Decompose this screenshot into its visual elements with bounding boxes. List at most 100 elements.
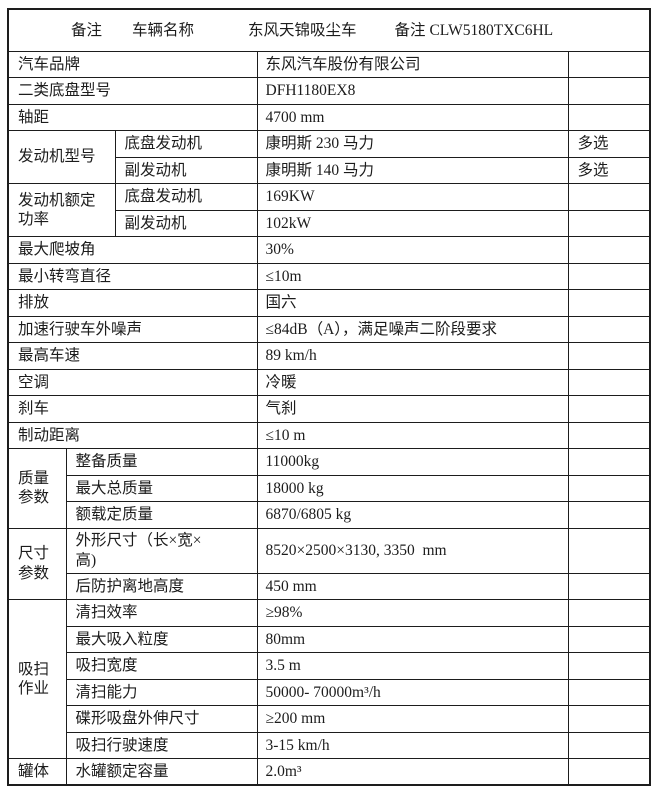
row-remark-sweep-driving-speed [567,731,651,759]
row-remark-max-gradeability [567,236,651,264]
group-label-tank: 罐体 [7,758,67,786]
row-remark-wheelbase [567,103,651,131]
table-row: 副发动机 102kW [8,209,651,237]
row-value-max-gradeability: 30% [256,236,569,264]
sub-label-sweep-driving-speed: 吸扫行驶速度 [65,731,258,759]
row-remark-max-gross-mass [567,474,651,502]
row-remark-sweep-efficiency [567,599,651,627]
row-value-emission: 国六 [256,289,569,317]
row-label-max-gradeability: 最大爬坡角 [7,236,258,264]
table-row: 最大总质量 18000 kg [8,474,651,502]
table-row: 发动机额定 功率 底盘发动机 169KW [7,183,651,237]
row-value-accel-noise: ≤84dB（A），满足噪声二阶段要求 [256,315,569,343]
group-label-suction-sweep: 吸扫 作业 [7,599,67,759]
row-value-disc-suction-extension: ≥200 mm [256,705,569,733]
row-remark-rear-guard-height [567,572,651,600]
table-row: 排放 国六 [7,289,651,317]
row-label-chassis-model: 二类底盘型号 [7,77,258,105]
table-row: 质量 参数 整备质量 11000kg [7,448,651,529]
row-label-max-speed: 最高车速 [7,342,258,370]
table-row: 额载定质量 6870/6805 kg [8,501,651,529]
sub-label-curb-mass: 整备质量 [65,448,258,476]
sub-label-engine-model-aux: 副发动机 [114,156,258,184]
row-remark-sweep-width [567,652,651,680]
sub-label-overall-size: 外形尺寸（长×宽× 高) [65,527,258,574]
header-vehicle-name: 东风天锦吸尘车 [248,21,357,39]
row-remark-min-turning-diameter [567,262,651,290]
row-remark-curb-mass [567,448,651,476]
row-remark-water-tank-capacity [567,758,651,786]
sub-label-engine-model-chassis: 底盘发动机 [114,130,258,158]
vehicle-spec-table: 备注 车辆名称 东风天锦吸尘车 备注 CLW5180TXC6HL 汽车品牌 东风汽车股… [7,8,652,786]
row-remark-rated-load-mass [567,501,651,529]
row-remark-chassis-model [567,77,651,105]
row-remark-sweep-capacity [567,678,651,706]
row-value-max-gross-mass: 18000 kg [256,474,569,502]
sub-label-sweep-capacity: 清扫能力 [65,678,258,706]
table-row: 清扫能力 50000- 70000m³/h [8,678,651,706]
row-value-brake: 气刹 [256,395,569,423]
row-remark-engine-power-chassis [567,183,651,211]
row-label-braking-distance: 制动距离 [7,421,258,449]
row-label-emission: 排放 [7,289,258,317]
row-remark-disc-suction-extension [567,705,651,733]
group-label-engine-power: 发动机额定 功率 [7,183,116,237]
table-row: 罐体 水罐额定容量 2.0m³ [7,758,651,786]
row-remark-max-speed [567,342,651,370]
table-row: 汽车品牌 东风汽车股份有限公司 [7,50,651,78]
sub-label-disc-suction-extension: 碟形吸盘外伸尺寸 [65,705,258,733]
table-row: 空调 冷暖 [7,368,651,396]
table-row: 吸扫宽度 3.5 m [8,652,651,680]
row-value-sweep-driving-speed: 3-15 km/h [256,731,569,759]
sub-label-rated-load-mass: 额载定质量 [65,501,258,529]
row-value-max-suction-particle: 80mm [256,625,569,653]
row-value-air-conditioner: 冷暖 [256,368,569,396]
header-vehicle-name-label: 车辆名称 [132,21,195,39]
table-row: 备注 车辆名称 东风天锦吸尘车 备注 CLW5180TXC6HL [7,8,651,52]
table-row: 加速行驶车外噪声 ≤84dB（A），满足噪声二阶段要求 [7,315,651,343]
row-remark-overall-size [567,527,651,574]
table-row: 刹车 气刹 [7,395,651,423]
group-label-engine-model: 发动机型号 [7,130,116,184]
table-row: 吸扫 作业 清扫效率 ≥98% [7,599,651,759]
table-row: 吸扫行驶速度 3-15 km/h [8,731,651,759]
header-remark-value: CLW5180TXC6HL [429,21,554,39]
sub-label-max-suction-particle: 最大吸入粒度 [65,625,258,653]
row-label-wheelbase: 轴距 [7,103,258,131]
table-row: 二类底盘型号 DFH1180EX8 [7,77,651,105]
sub-label-water-tank-capacity: 水罐额定容量 [65,758,258,786]
row-value-sweep-efficiency: ≥98% [256,599,569,627]
row-remark-accel-noise [567,315,651,343]
row-remark-brake [567,395,651,423]
table-row: 副发动机 康明斯 140 马力 多选 [8,156,651,184]
row-remark-emission [567,289,651,317]
header-remark-label: 备注 [394,21,426,39]
row-remark-engine-power-aux [567,209,651,237]
row-label-accel-noise: 加速行驶车外噪声 [7,315,258,343]
row-value-overall-size: 8520×2500×3130, 3350 mm [256,527,569,574]
sub-label-rear-guard-height: 后防护离地高度 [65,572,258,600]
row-value-water-tank-capacity: 2.0m³ [256,758,569,786]
row-value-engine-model-chassis: 康明斯 230 马力 [256,130,569,158]
table-row: 最高车速 89 km/h [7,342,651,370]
group-label-mass: 质量 参数 [7,448,67,529]
row-value-engine-power-chassis: 169KW [256,183,569,211]
table-row: 碟形吸盘外伸尺寸 ≥200 mm [8,705,651,733]
table-row: 发动机型号 底盘发动机 康明斯 230 马力 多选 [7,130,651,184]
row-value-chassis-model: DFH1180EX8 [256,77,569,105]
row-value-sweep-capacity: 50000- 70000m³/h [256,678,569,706]
row-value-curb-mass: 11000kg [256,448,569,476]
row-value-min-turning-diameter: ≤10m [256,262,569,290]
row-value-brand: 东风汽车股份有限公司 [256,50,569,78]
table-row: 后防护离地高度 450 mm [8,572,651,600]
row-remark-braking-distance [567,421,651,449]
sub-label-sweep-width: 吸扫宽度 [65,652,258,680]
sub-label-max-gross-mass: 最大总质量 [65,474,258,502]
sub-label-engine-power-chassis: 底盘发动机 [114,183,258,211]
row-value-braking-distance: ≤10 m [256,421,569,449]
sub-label-sweep-efficiency: 清扫效率 [65,599,258,627]
header-cell: 备注 车辆名称 东风天锦吸尘车 备注 CLW5180TXC6HL [7,8,651,52]
row-value-engine-model-aux: 康明斯 140 马力 [256,156,569,184]
row-remark-engine-model-aux: 多选 [567,156,651,184]
table-row: 最大爬坡角 30% [7,236,651,264]
